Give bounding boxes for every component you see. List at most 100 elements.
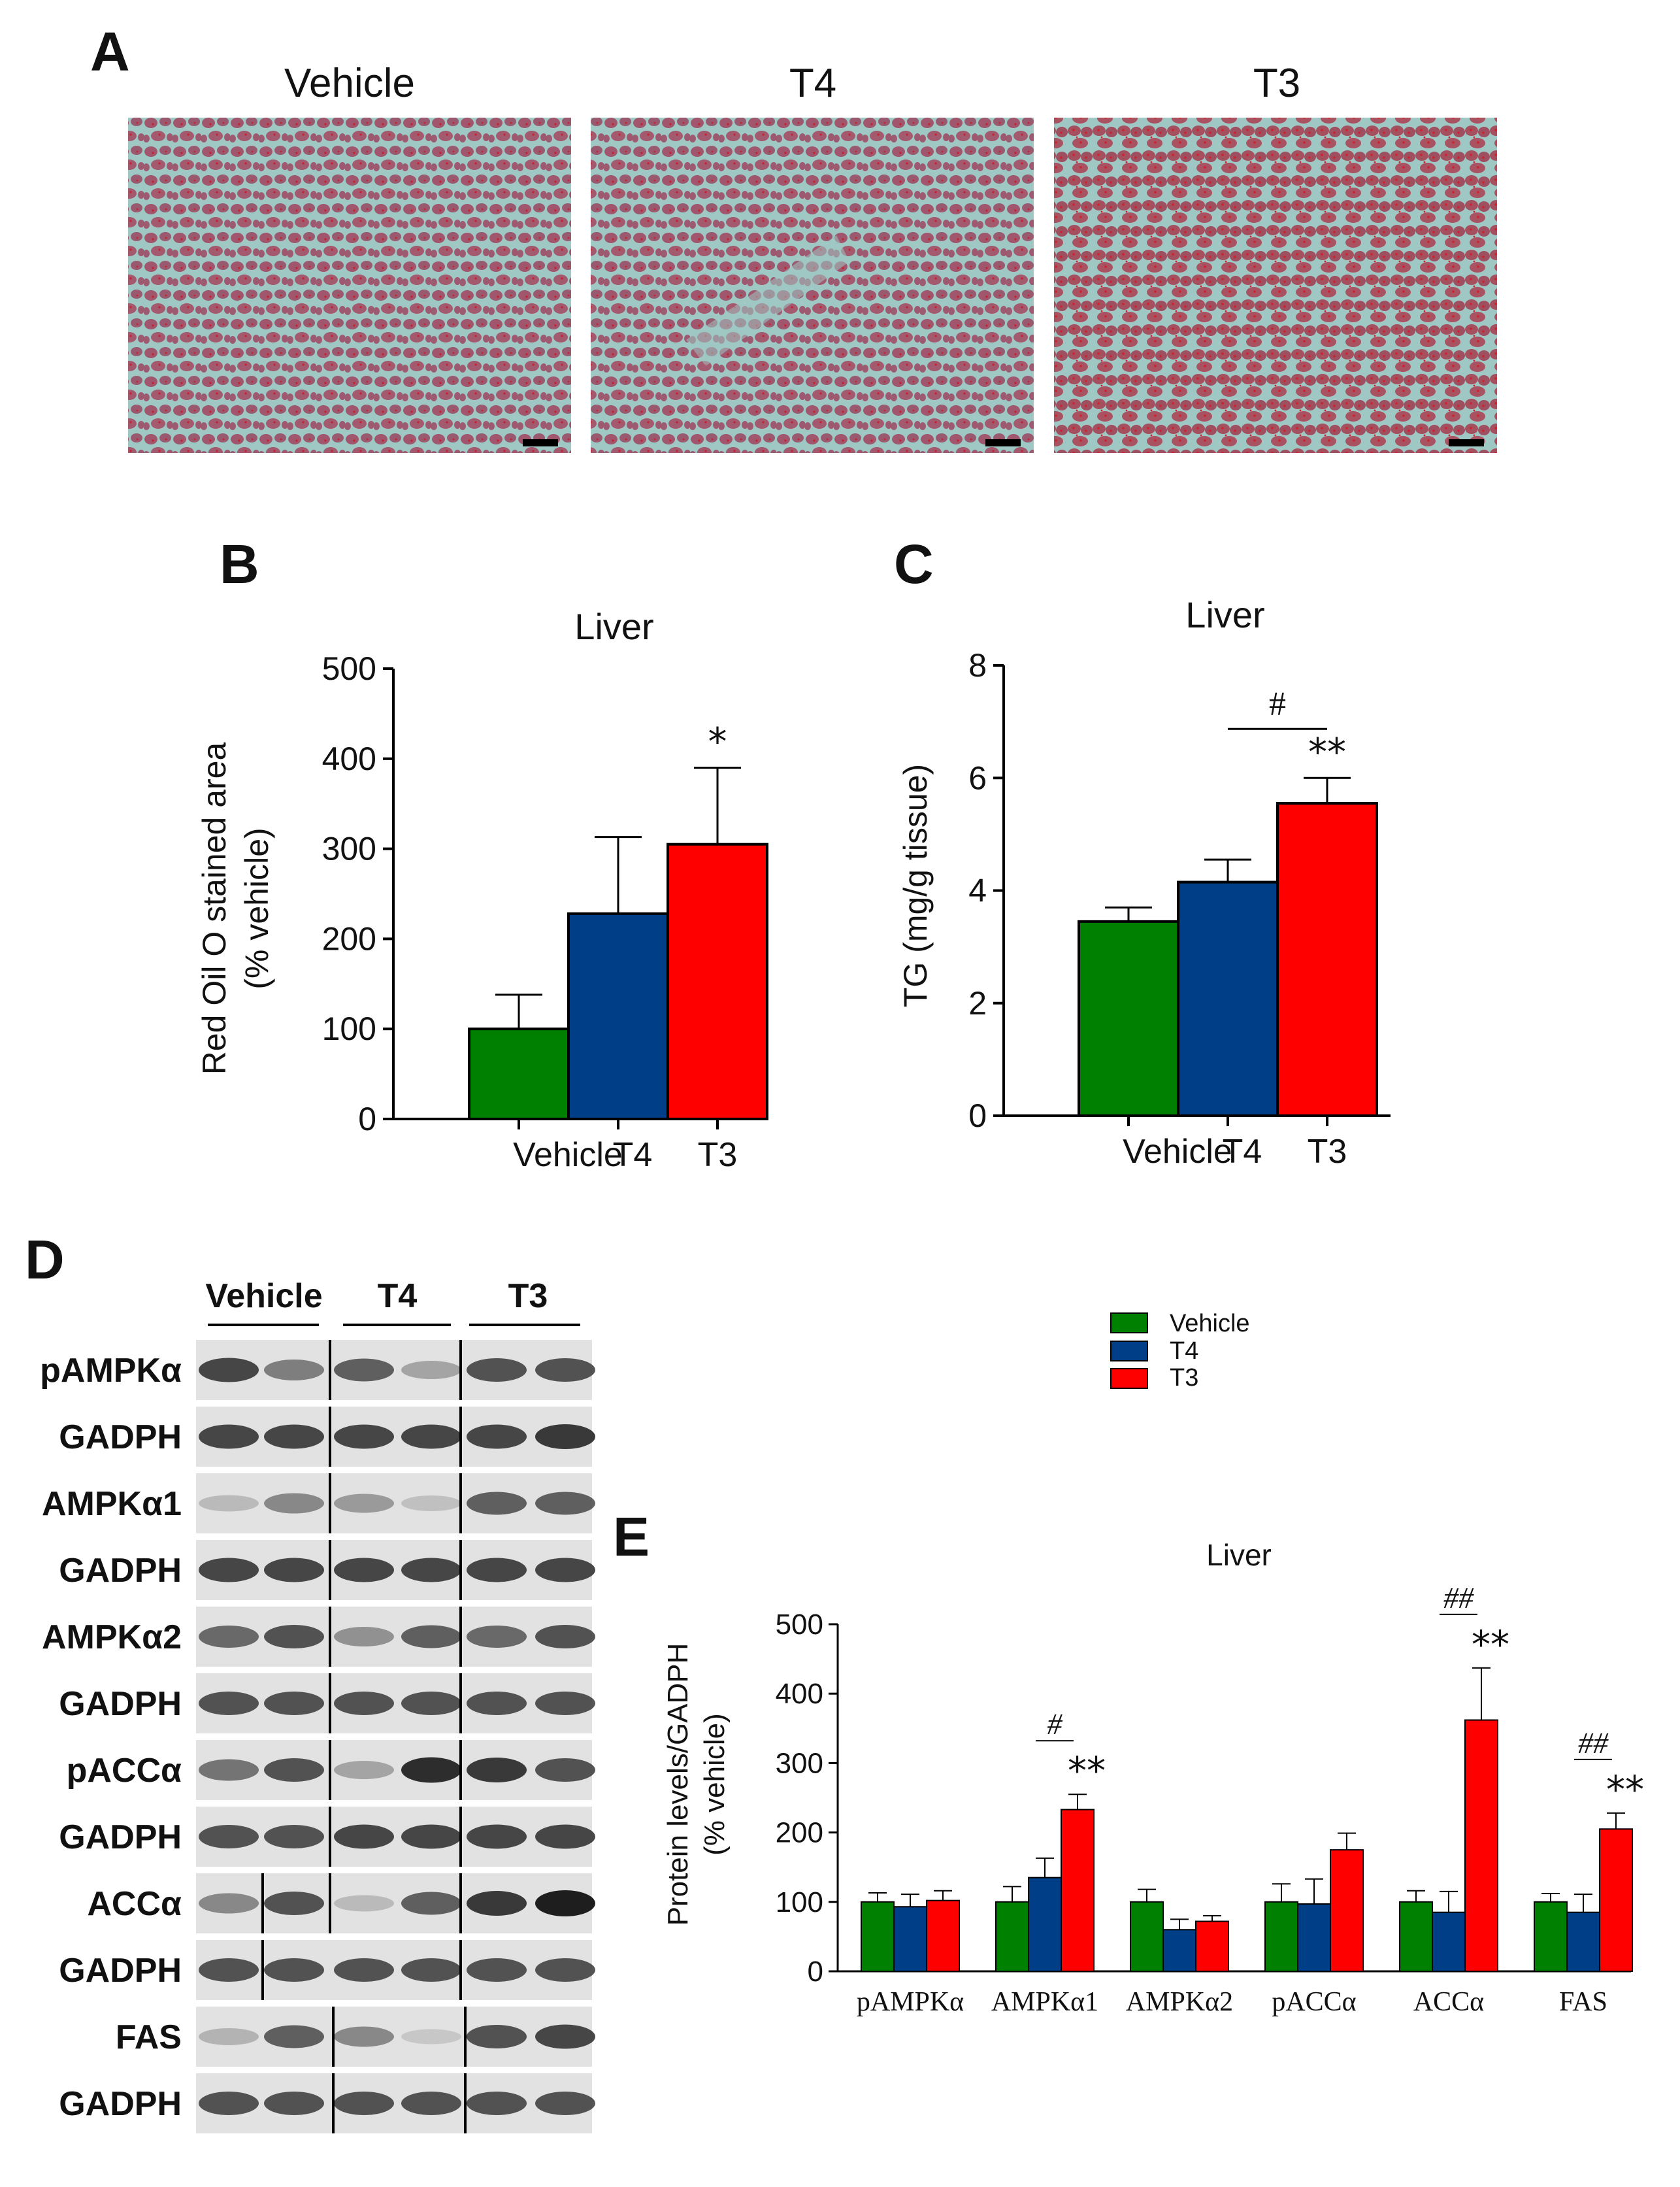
chart-e-x-tick-label: ACCα: [1413, 1987, 1484, 2017]
chart-c-y-tick-label: 6: [968, 760, 987, 796]
blot-row: ACCα: [87, 1873, 595, 1933]
image-title-t3: T3: [1253, 61, 1300, 106]
blot-row: GADPH: [59, 1807, 595, 1867]
panel-c-letter: C: [894, 533, 934, 595]
chart-b-bar-vehicle: [468, 1027, 570, 1120]
chart-e-bar-t3: [1330, 1849, 1364, 1972]
chart-b-significance: *: [708, 720, 727, 764]
chart-b-y-title: Red Oil O stained area (% vehicle): [196, 743, 275, 1075]
blot-band: [264, 1758, 324, 1782]
chart-c-bracket-label: #: [1269, 685, 1286, 722]
histology-image-t4: [591, 118, 1034, 453]
chart-c-y-tick-label: 0: [968, 1097, 987, 1134]
chart-e-y-title-line-1: Protein levels/GADPH: [662, 1643, 694, 1926]
blot-row: GADPH: [59, 1673, 595, 1733]
chart-e-bar-vehicle: [861, 1901, 895, 1973]
blot-band: [334, 1824, 394, 1849]
chart-e-y-tick-label: 400: [776, 1678, 823, 1710]
chart-b-y-tick-label: 300: [322, 831, 376, 867]
chart-e-bracket-label: #: [1047, 1707, 1063, 1741]
blot-band: [264, 1493, 324, 1514]
blot-row: GADPH: [59, 1407, 595, 1467]
chart-e-bar-t4: [893, 1906, 927, 1972]
blot-band: [467, 1424, 527, 1449]
blot-band: [199, 1958, 259, 1982]
blot-band: [334, 1424, 394, 1449]
blot-band: [401, 2092, 461, 2115]
blot-band: [334, 1494, 394, 1513]
chart-e-significance: **: [1606, 1767, 1644, 1812]
chart-e-bar-t3: [1464, 1719, 1498, 1972]
blot-band: [535, 2092, 595, 2115]
chart-c-y-tick-label: 4: [968, 873, 987, 909]
chart-e-y-tick-label: 500: [776, 1609, 823, 1641]
blot-band: [467, 1824, 527, 1849]
blot-band: [264, 1360, 324, 1380]
chart-e-x-tick-label: pACCα: [1272, 1987, 1356, 2017]
chart-e-bar-vehicle: [1264, 1901, 1298, 1973]
blot-band: [334, 1358, 394, 1382]
blot-row-label: ACCα: [87, 1885, 182, 1923]
chart-c-x-tick-label: Vehicle: [1123, 1133, 1232, 1171]
blot-row-label: GADPH: [59, 1952, 182, 1990]
blot-band: [535, 1890, 595, 1916]
chart-e-bar-vehicle: [1399, 1901, 1433, 1973]
blot-band: [535, 1492, 595, 1515]
blot-band: [401, 1757, 461, 1783]
blot-band: [467, 1626, 527, 1648]
blot-band: [401, 1495, 461, 1511]
blot-group-t3: T3: [508, 1277, 548, 1315]
chart-c-y-tick-label: 8: [968, 647, 987, 684]
blot-band: [264, 1958, 324, 1982]
chart-e-bar-vehicle: [995, 1901, 1029, 1973]
blot-band: [401, 1558, 461, 1582]
chart-b-y-tick-label: 0: [358, 1101, 376, 1137]
blot-band: [264, 1424, 324, 1449]
blot-band: [334, 2092, 394, 2115]
chart-c-x-tick-label: T4: [1223, 1133, 1262, 1171]
chart-e-bar-t4: [1432, 1911, 1466, 1972]
blot-band: [535, 1758, 595, 1782]
panel-a: A Vehicle T4 T3: [90, 21, 1497, 453]
legend-swatch-t4: [1110, 1341, 1148, 1361]
chart-b-y-tick-label: 500: [322, 650, 376, 687]
blot-row-label: pAMPKα: [40, 1352, 182, 1390]
chart-b-y-title-line-2: (% vehicle): [239, 827, 275, 989]
chart-e-bar-t3: [1061, 1809, 1095, 1972]
blot-band: [535, 1824, 595, 1849]
chart-e-x-tick-label: FAS: [1559, 1987, 1607, 2017]
chart-b-x-tick-label: T3: [698, 1136, 738, 1174]
chart-b-bar-t3: [667, 843, 768, 1120]
chart-b-y-title-line-1: Red Oil O stained area: [196, 743, 233, 1075]
histology-image-vehicle: [128, 118, 571, 453]
chart-e-significance: **: [1472, 1622, 1509, 1667]
panel-d: D Vehicle T4 T3 pAMPKα GADPH AMPKα1 GADPH AM…: [25, 1229, 595, 2133]
blot-band: [334, 1895, 394, 1912]
chart-c-significance: **: [1308, 729, 1346, 774]
blot-band: [467, 1358, 527, 1382]
panel-b-letter: B: [220, 533, 259, 595]
blot-band: [467, 2025, 527, 2048]
blot-band: [199, 1424, 259, 1449]
blot-row-label: FAS: [116, 2018, 182, 2056]
blot-row: pAMPKα: [40, 1340, 595, 1400]
blot-band: [401, 1958, 461, 1982]
blot-band: [264, 1625, 324, 1648]
blot-row-label: GADPH: [59, 2085, 182, 2123]
blot-band: [467, 1891, 527, 1916]
chart-b-y-tick-label: 200: [322, 920, 376, 957]
blot-row: AMPKα2: [42, 1607, 595, 1667]
blot-band: [264, 1892, 324, 1915]
blot-band: [264, 1825, 324, 1848]
blot-row: FAS: [116, 2007, 595, 2067]
blot-row-label: AMPKα2: [42, 1618, 182, 1656]
blot-band: [535, 1625, 595, 1648]
chart-e-bar-t4: [1162, 1929, 1196, 1973]
panel-e: E Liver 0 100 200 300 400 500 pAMPKα AMPKα1 AMPK…: [613, 1506, 1644, 2017]
blot-band: [199, 1558, 259, 1582]
blot-band: [467, 1558, 527, 1582]
legend-label-t4: T4: [1170, 1337, 1198, 1365]
blot-band: [535, 1692, 595, 1715]
